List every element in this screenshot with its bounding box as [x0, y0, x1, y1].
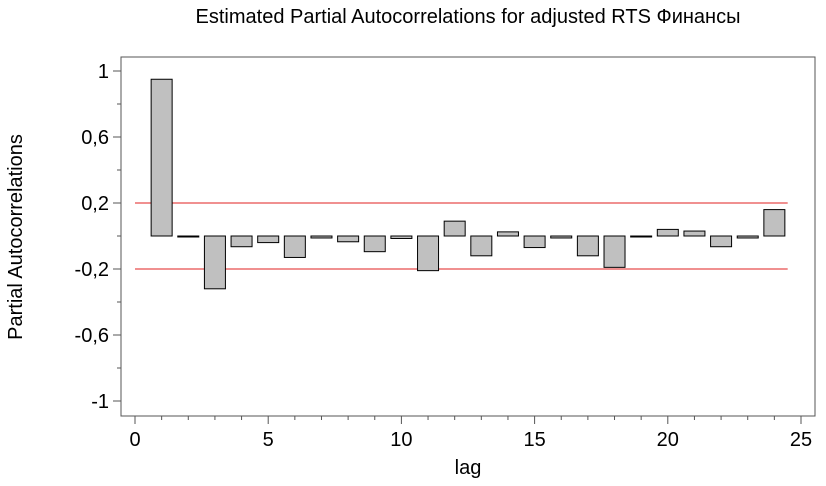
pacf-bar — [576, 235, 599, 257]
pacf-bar — [150, 78, 173, 237]
pacf-bar — [496, 231, 519, 237]
pacf-bar — [390, 235, 413, 239]
pacf-bar — [417, 235, 440, 272]
x-tick-label: 5 — [263, 429, 274, 451]
pacf-bar — [283, 235, 306, 258]
y-tick-label: 0,2 — [81, 193, 109, 215]
pacf-bar — [710, 235, 733, 248]
y-tick-label: 1 — [98, 61, 109, 83]
y-tick-label: -0,6 — [75, 325, 109, 347]
y-tick-label: -1 — [91, 391, 109, 413]
pacf-bar — [230, 235, 253, 248]
pacf-bar — [603, 235, 626, 268]
pacf-bar — [736, 235, 759, 239]
y-tick-label: 0,6 — [81, 127, 109, 149]
x-tick-label: 15 — [523, 429, 545, 451]
pacf-bar — [177, 235, 200, 238]
chart-title: Estimated Partial Autocorrelations for a… — [196, 6, 741, 28]
bar-series — [150, 78, 786, 290]
y-axis: 1 0,6 0,2 -0,2 -0,6 -1 — [75, 61, 121, 413]
y-axis-label: Partial Autocorrelations — [5, 134, 27, 340]
pacf-bar — [203, 235, 226, 290]
pacf-bar — [443, 220, 466, 237]
x-tick-label: 25 — [790, 429, 812, 451]
pacf-bar — [523, 235, 546, 249]
x-tick-label: 20 — [657, 429, 679, 451]
pacf-bar — [656, 228, 679, 237]
y-tick-label: -0,2 — [75, 259, 109, 281]
pacf-bar — [257, 235, 280, 244]
pacf-bar — [630, 235, 653, 238]
pacf-bar — [550, 235, 573, 239]
x-tick-label: 0 — [129, 429, 140, 451]
confidence-limits — [135, 202, 788, 270]
pacf-bar — [363, 235, 386, 253]
pacf-bar — [337, 235, 360, 243]
x-axis-label: lag — [455, 457, 482, 479]
pacf-bar — [310, 235, 333, 239]
x-axis: 0 5 10 15 20 25 — [129, 416, 812, 451]
pacf-bar — [683, 230, 706, 237]
pacf-bar — [470, 235, 493, 257]
x-tick-label: 10 — [390, 429, 412, 451]
pacf-bar — [763, 209, 786, 237]
